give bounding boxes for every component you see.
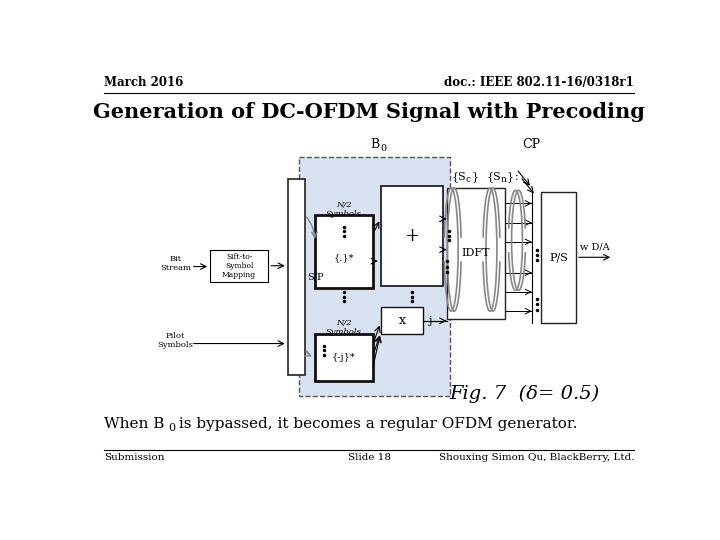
- FancyBboxPatch shape: [541, 192, 576, 323]
- Text: N/2
Symbols: N/2 Symbols: [326, 319, 361, 336]
- Text: x: x: [398, 314, 405, 327]
- Text: CP: CP: [523, 138, 541, 151]
- Text: Slide 18: Slide 18: [348, 453, 390, 462]
- Text: {-j}*: {-j}*: [332, 353, 356, 362]
- Text: March 2016: March 2016: [104, 76, 183, 89]
- Text: Shouxing Simon Qu, BlackBerry, Ltd.: Shouxing Simon Qu, BlackBerry, Ltd.: [438, 453, 634, 462]
- Text: }: }: [507, 171, 514, 182]
- Text: Submission: Submission: [104, 453, 164, 462]
- Text: c: c: [466, 175, 471, 184]
- Text: Pilot
Symbols: Pilot Symbols: [157, 332, 193, 349]
- Text: w D/A: w D/A: [580, 242, 609, 251]
- FancyBboxPatch shape: [300, 157, 451, 396]
- Text: n: n: [500, 175, 507, 184]
- Text: N/2
Symbols: N/2 Symbols: [326, 201, 361, 218]
- FancyBboxPatch shape: [381, 186, 443, 286]
- Text: B: B: [370, 138, 379, 151]
- Text: Fig. 7  (δ= 0.5): Fig. 7 (δ= 0.5): [449, 384, 599, 403]
- Text: Bit
Stream: Bit Stream: [160, 255, 191, 272]
- Text: IDFT: IDFT: [462, 248, 490, 259]
- Text: :: :: [515, 172, 518, 182]
- Text: 0: 0: [380, 144, 387, 153]
- FancyBboxPatch shape: [315, 215, 373, 288]
- Text: }: }: [472, 171, 478, 182]
- FancyBboxPatch shape: [381, 307, 423, 334]
- Text: When B: When B: [104, 417, 164, 431]
- Text: Sift-to-
Symbol
Mapping: Sift-to- Symbol Mapping: [222, 253, 256, 279]
- FancyBboxPatch shape: [315, 334, 373, 381]
- Text: Generation of DC-OFDM Signal with Precoding: Generation of DC-OFDM Signal with Precod…: [93, 102, 645, 122]
- Text: {S: {S: [452, 171, 467, 182]
- FancyBboxPatch shape: [446, 188, 505, 319]
- Text: +: +: [404, 227, 419, 245]
- Text: {S: {S: [487, 171, 502, 182]
- FancyBboxPatch shape: [287, 179, 305, 375]
- Text: is bypassed, it becomes a regular OFDM generator.: is bypassed, it becomes a regular OFDM g…: [174, 417, 577, 431]
- Text: {.}*: {.}*: [333, 253, 354, 262]
- Text: P/S: P/S: [549, 252, 568, 262]
- Text: doc.: IEEE 802.11-16/0318r1: doc.: IEEE 802.11-16/0318r1: [444, 76, 634, 89]
- Text: 0: 0: [168, 423, 176, 433]
- Text: S/P: S/P: [307, 273, 323, 281]
- Text: j: j: [428, 316, 431, 326]
- FancyBboxPatch shape: [210, 249, 269, 282]
